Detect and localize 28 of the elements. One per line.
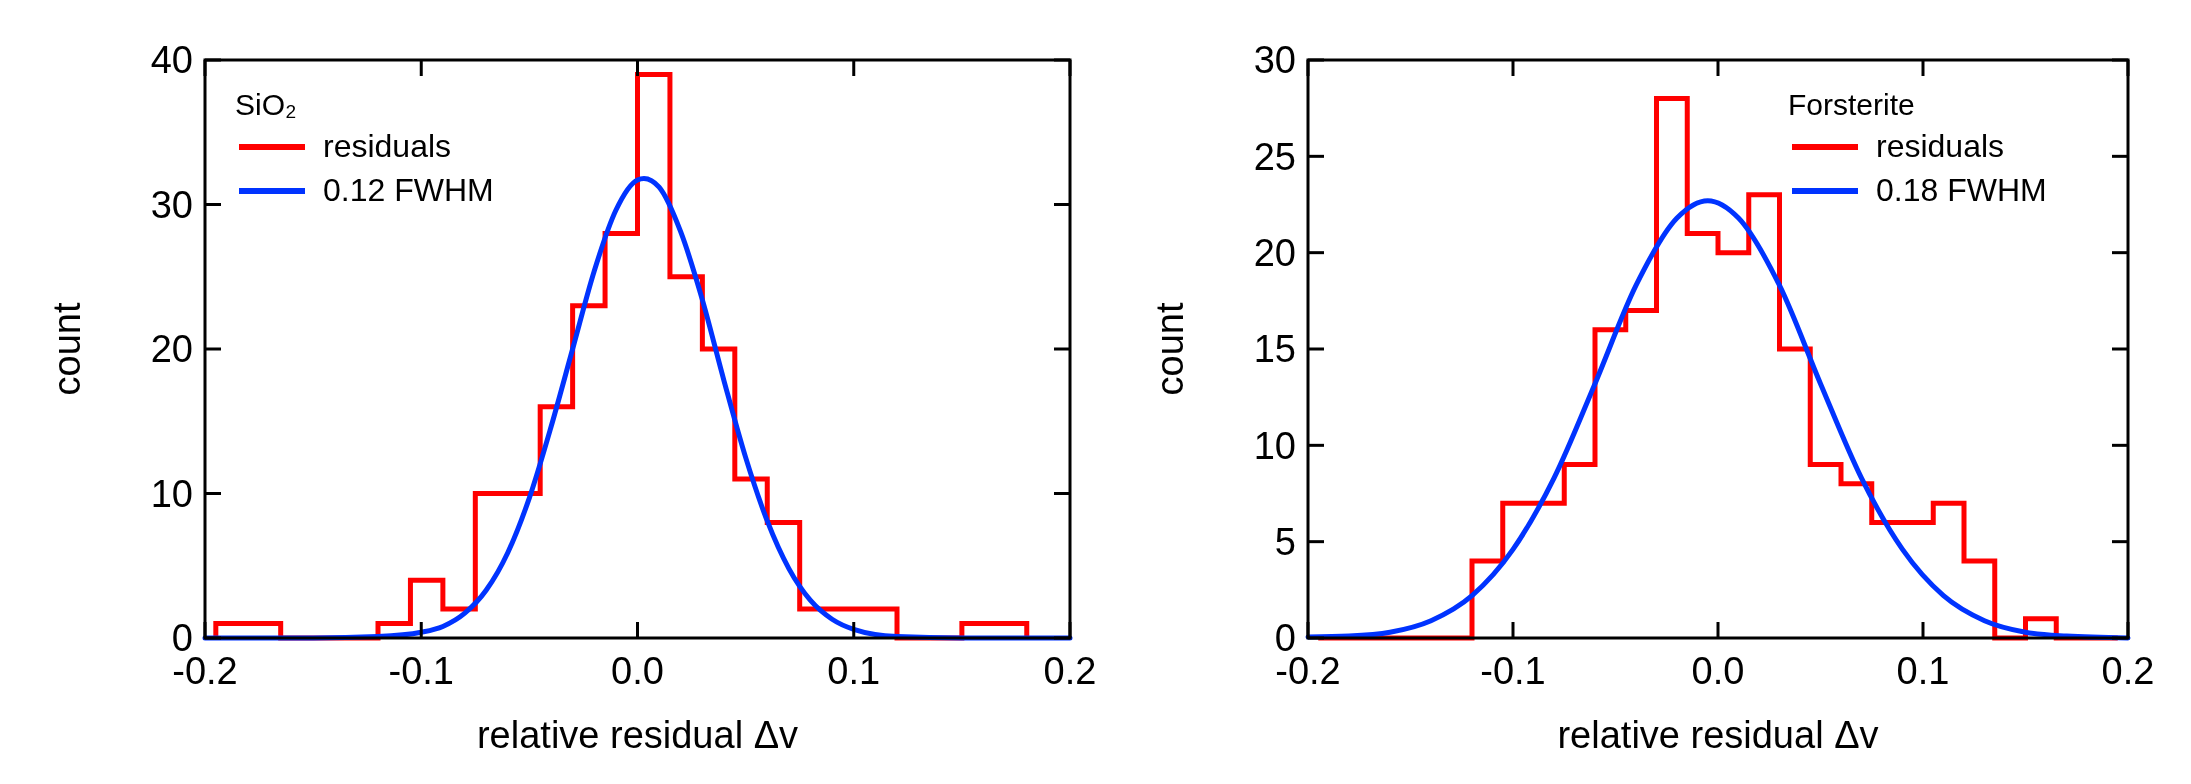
x-tick-label: 0.0	[1691, 650, 1745, 692]
x-tick-label: 0.1	[827, 650, 881, 692]
y-tick-label: 30	[1253, 39, 1296, 82]
x-tick-label: 0.1	[1896, 650, 1950, 692]
y-axis-title: count	[46, 302, 88, 396]
y-tick-label: 15	[1253, 328, 1296, 371]
legend-label: residuals	[323, 128, 452, 164]
y-tick-label: 20	[150, 328, 193, 371]
x-tick-label: -0.1	[388, 650, 454, 692]
legend-title: SiO₂	[235, 88, 297, 121]
x-axis-title: relative residual Δv	[476, 714, 799, 756]
y-tick-label: 10	[150, 472, 193, 515]
y-tick-label: 40	[150, 39, 193, 82]
y-tick-label: 5	[1274, 520, 1296, 563]
x-tick-label: 0.2	[1043, 650, 1097, 692]
x-tick-label: 0.2	[2101, 650, 2155, 692]
x-tick-label: 0.0	[611, 650, 664, 692]
legend-label: residuals	[1876, 128, 2005, 164]
x-axis-title: relative residual Δv	[1557, 714, 1879, 756]
legend-title: Forsterite	[1788, 88, 1915, 121]
y-tick-label: 20	[1253, 231, 1296, 274]
legend-label: 0.12 FWHM	[323, 172, 494, 208]
y-tick-label: 10	[1253, 424, 1296, 467]
y-tick-label: 25	[1253, 135, 1296, 178]
legend-label: 0.18 FWHM	[1876, 172, 2047, 208]
y-axis-title: count	[1149, 302, 1191, 396]
x-tick-label: -0.1	[1480, 650, 1546, 692]
y-tick-label: 30	[150, 183, 193, 226]
